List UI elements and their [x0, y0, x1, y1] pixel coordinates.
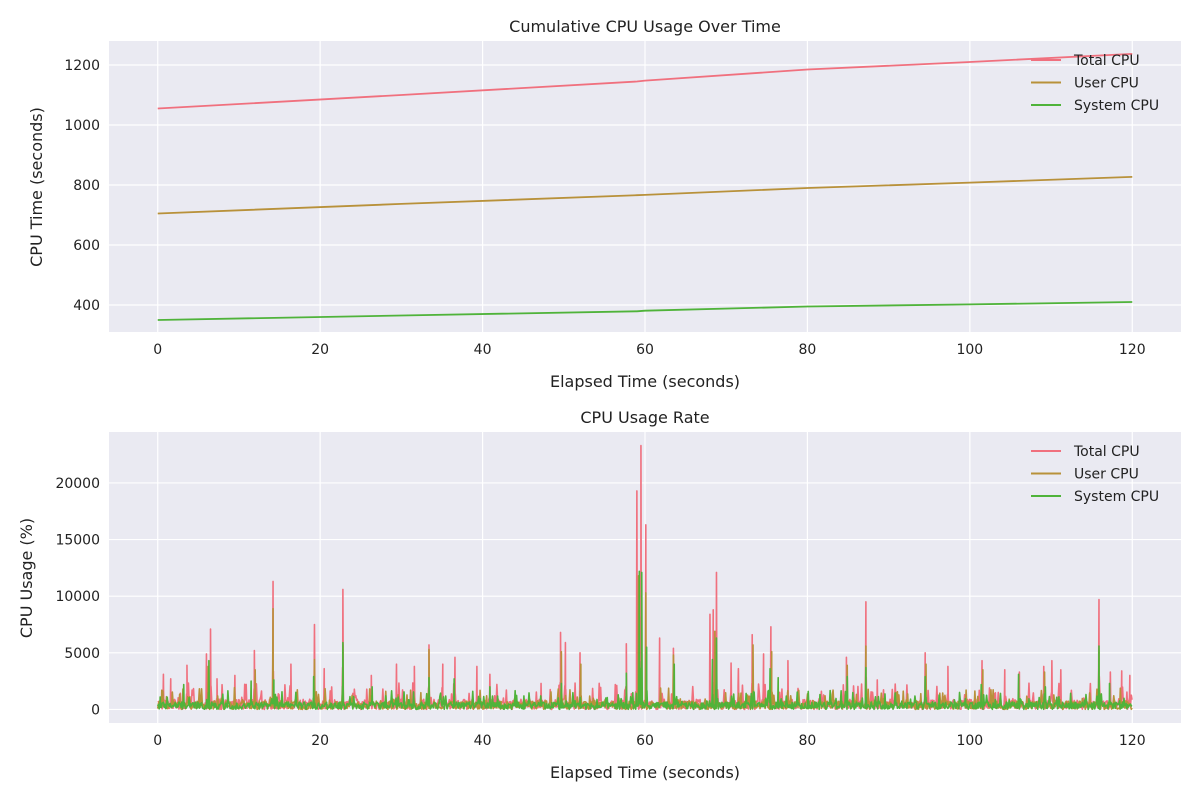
- y-tick-label: 1000: [64, 118, 100, 134]
- x-tick-label: 0: [153, 733, 162, 749]
- legend-label: Total CPU: [1073, 444, 1140, 460]
- series-lines: [157, 53, 1133, 321]
- x-tick-label: 80: [799, 342, 817, 358]
- cumulative-cpu-chart: 0 20 40 60 80 100 120 400 600 800 1000 1200 Cumulat…: [27, 17, 1181, 391]
- y-tick-label: 400: [73, 298, 100, 314]
- y-axis-label: CPU Time (seconds): [27, 107, 46, 267]
- x-tick-label: 20: [311, 342, 329, 358]
- x-tick-label: 60: [636, 733, 654, 749]
- x-axis-label: Elapsed Time (seconds): [550, 763, 740, 782]
- y-tick-label: 0: [91, 702, 100, 718]
- legend-label: Total CPU: [1073, 53, 1140, 69]
- x-tick-label: 40: [474, 342, 492, 358]
- x-tick-label: 80: [799, 733, 817, 749]
- legend-label: System CPU: [1074, 489, 1159, 505]
- y-tick-label: 600: [73, 238, 100, 254]
- legend: Total CPU User CPU System CPU: [1031, 53, 1159, 114]
- legend-label: User CPU: [1074, 467, 1139, 483]
- x-tick-label: 100: [956, 733, 983, 749]
- chart-title: Cumulative CPU Usage Over Time: [509, 17, 781, 36]
- x-tick-label: 20: [311, 733, 329, 749]
- series-line-user-cpu: [157, 176, 1133, 215]
- x-tick-label: 120: [1119, 342, 1146, 358]
- series-line-system-cpu: [157, 301, 1133, 321]
- x-tick-label: 120: [1119, 733, 1146, 749]
- legend-label: User CPU: [1074, 76, 1139, 92]
- chart-title: CPU Usage Rate: [580, 408, 709, 427]
- y-tick-label: 10000: [55, 589, 100, 605]
- axis-ticks: 0 20 40 60 80 100 120 0 5000 10000 15000 20000: [55, 476, 1145, 749]
- y-tick-label: 1200: [64, 58, 100, 74]
- x-tick-label: 100: [956, 342, 983, 358]
- x-tick-label: 60: [636, 342, 654, 358]
- axis-ticks: 0 20 40 60 80 100 120 400 600 800 1000 1200: [64, 58, 1145, 358]
- y-tick-label: 800: [73, 178, 100, 194]
- legend: Total CPU User CPU System CPU: [1031, 444, 1159, 505]
- series-lines: [156, 444, 1133, 711]
- x-axis-label: Elapsed Time (seconds): [550, 372, 740, 391]
- y-tick-label: 15000: [55, 533, 100, 549]
- x-tick-label: 40: [474, 733, 492, 749]
- series-line-system-cpu: [157, 570, 1133, 711]
- legend-label: System CPU: [1074, 98, 1159, 114]
- series-line-total-cpu: [157, 53, 1133, 110]
- y-axis-label: CPU Usage (%): [17, 518, 36, 638]
- y-tick-label: 5000: [64, 646, 100, 662]
- cpu-usage-rate-chart: 0 20 40 60 80 100 120 0 5000 10000 15000 20000 CPU …: [17, 408, 1181, 782]
- y-tick-label: 20000: [55, 476, 100, 492]
- x-tick-label: 0: [153, 342, 162, 358]
